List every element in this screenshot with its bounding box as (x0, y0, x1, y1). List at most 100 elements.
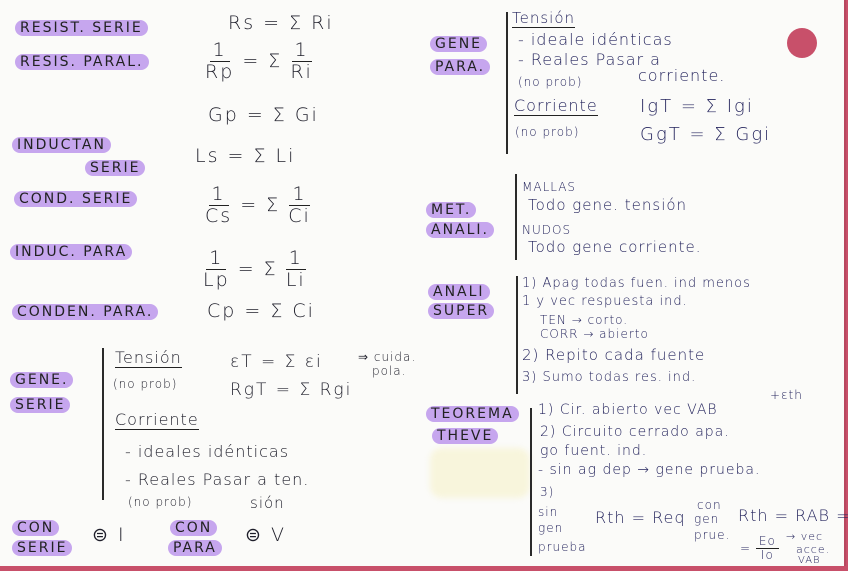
text-sin-prueba: prueba (538, 540, 587, 554)
text-con-gen: gen (694, 512, 720, 526)
den: Ci (288, 204, 311, 227)
step-1b: 1 y vec respuesta ind. (522, 294, 688, 309)
label-gene-serie: SERIE (10, 397, 71, 413)
note-eth: +εth (770, 388, 803, 402)
formula-resist-serie: Rs = Σ Ri (228, 12, 334, 34)
label-teorema: TEOREMA (426, 406, 519, 422)
heading-tension: Tensión (115, 348, 182, 368)
eq: = (740, 541, 752, 556)
note-no-prob-3: (no prob) (518, 75, 583, 89)
text-reales-2: - Reales Pasar a (518, 50, 661, 69)
heading-corriente: Corriente (115, 410, 199, 430)
label-con: CON (12, 520, 60, 536)
note-polaridad: pola. (372, 364, 407, 378)
label-cond-serie: COND. SERIE (14, 191, 138, 207)
divider-line (102, 348, 104, 500)
den: Li (285, 268, 306, 291)
formula-inductan-serie: Ls = Σ Li (195, 145, 296, 167)
label-gene: GENE. (10, 372, 74, 388)
heading-tension-2: Tensión (512, 9, 576, 28)
step-2: 2) Repito cada fuente (522, 346, 706, 364)
num: 1 (208, 184, 229, 206)
text-sion: sión (250, 494, 285, 512)
label-met: MET. (426, 202, 477, 218)
text-corriente: corriente. (638, 66, 726, 85)
num: 1 (289, 184, 310, 206)
label-gene-para: PARA. (430, 59, 491, 75)
step-1-corr: CORR → abierto (540, 327, 649, 341)
label-resist-serie: RESIST. SERIE (15, 20, 148, 36)
num: 1 (209, 40, 230, 62)
text-con: con (697, 498, 722, 512)
den: Io (760, 548, 774, 563)
note-cuidado: ⇒ cuida. (358, 350, 417, 364)
den: Rp (205, 60, 235, 83)
num: Eo (755, 534, 779, 550)
den: Lp (203, 268, 230, 291)
text-ideales: - ideales idénticas (125, 442, 290, 461)
note-no-prob: (no prob) (113, 377, 178, 391)
correction-fluid-smudge (430, 448, 530, 498)
label-gene-2: GENE (430, 36, 488, 52)
label-anali-super: SUPER (428, 303, 495, 319)
label-met-anali: ANALI. (426, 222, 495, 238)
label-con-para: PARA (168, 540, 222, 556)
label-con2: CON (170, 520, 218, 536)
text-sin-gen: gen (538, 521, 564, 535)
formula-ggt: GgT = Σ Ggi (640, 124, 772, 145)
formula-et: εT = Σ εi (230, 352, 323, 372)
value-con-para: ⊜ V (245, 524, 286, 546)
text-vec: → vec (786, 530, 824, 543)
divider-line (515, 174, 517, 260)
value-con-serie: ⊜ I (92, 524, 126, 546)
text-ideale: - ideale idénticas (518, 30, 673, 49)
text-mallas: MALLAS (522, 180, 577, 194)
punched-hole (787, 28, 817, 58)
label-inductan: INDUCTAN (12, 137, 111, 153)
label-conden-para: CONDEN. PARA. (12, 304, 159, 320)
label-con-serie: SERIE (12, 540, 73, 556)
heading-corriente-2: Corriente (514, 96, 598, 116)
text-vab: VAB (798, 555, 821, 566)
den: Ri (290, 60, 313, 83)
step-1: 1) Apag todas fuen. ind menos (522, 276, 751, 291)
note-no-prob-2: (no prob) (128, 495, 193, 509)
text-con-prue: prue. (694, 528, 731, 542)
formula-rth-rab: Rth = RAB = (738, 506, 848, 525)
formula-igt: IgT = Σ Igi (640, 96, 754, 117)
formula-gp: Gp = Σ Gi (208, 104, 319, 126)
label-anali: ANALI (428, 284, 490, 300)
eq: = Σ (240, 193, 281, 216)
eq: = Σ (242, 49, 283, 72)
text-nudos: NUDOS (522, 223, 572, 237)
label-resis-paral: RESIS. PARAL. (15, 54, 149, 70)
thev-step-2b: go fuent. ind. (540, 443, 648, 459)
note-no-prob-4: (no prob) (515, 125, 580, 139)
label-induc-para: INDUC. PARA (10, 244, 133, 260)
formula-rgt: RgT = Σ Rgi (230, 380, 353, 400)
den: Cs (205, 204, 233, 227)
formula-rth-req: Rth = Req (595, 508, 686, 527)
text-acce: acce. (796, 543, 831, 556)
formula-eo-io: = Eo Io (740, 534, 779, 563)
step-3: 3) Sumo todas res. ind. (522, 370, 697, 385)
num: 1 (206, 248, 227, 270)
thev-step-3: 3) (540, 485, 555, 499)
formula-resis-paral: 1 Rp = Σ 1 Ri (205, 40, 313, 83)
thev-step-2c: - sin ag dep → gene prueba. (538, 462, 761, 478)
divider-line (506, 12, 508, 154)
formula-conden-para: Cp = Σ Ci (207, 300, 315, 322)
thev-step-2: 2) Circuito cerrado apa. (540, 424, 730, 440)
step-1-ten: TEN → corto. (540, 313, 629, 327)
text-sin: sin (538, 505, 559, 519)
text-nudos-desc: Todo gene corriente. (528, 238, 702, 256)
divider-line (516, 276, 518, 394)
text-mallas-desc: Todo gene. tensión (528, 196, 688, 214)
label-inductan-serie: SERIE (85, 160, 146, 176)
label-teorema-theve: THEVE (432, 428, 499, 444)
formula-cond-serie: 1 Cs = Σ 1 Ci (205, 184, 311, 227)
formula-induc-para: 1 Lp = Σ 1 Li (203, 248, 306, 291)
eq: = Σ (237, 257, 278, 280)
num: 1 (285, 248, 306, 270)
